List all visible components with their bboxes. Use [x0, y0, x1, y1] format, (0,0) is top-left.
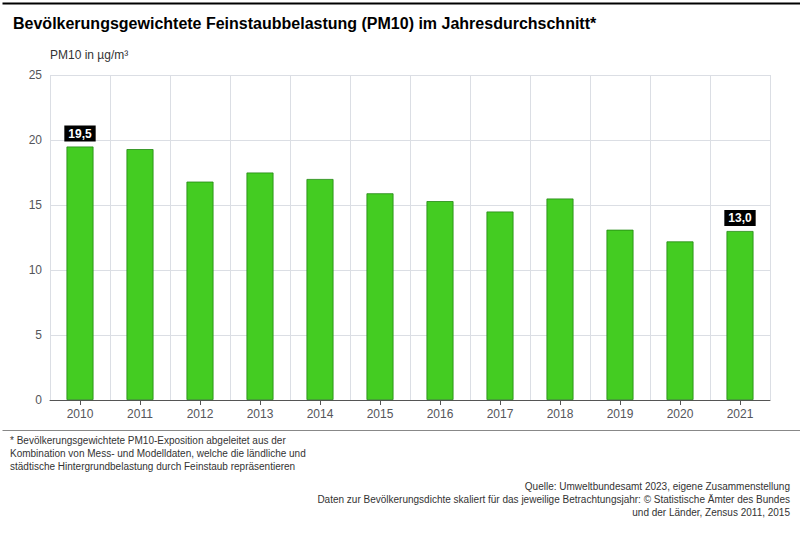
svg-text:2015: 2015 — [367, 407, 394, 421]
svg-text:0: 0 — [35, 393, 42, 407]
svg-text:19,5: 19,5 — [68, 127, 92, 141]
svg-text:städtische Hintergrundbelastun: städtische Hintergrundbelastung durch Fe… — [10, 461, 295, 472]
svg-text:PM10 in µg/m³: PM10 in µg/m³ — [50, 48, 128, 62]
svg-text:13,0: 13,0 — [728, 211, 752, 225]
svg-text:2013: 2013 — [247, 407, 274, 421]
svg-text:10: 10 — [29, 263, 43, 277]
svg-text:25: 25 — [29, 68, 43, 82]
svg-text:Daten zur Bevölkerungsdichte s: Daten zur Bevölkerungsdichte skaliert fü… — [317, 494, 790, 505]
svg-text:2019: 2019 — [607, 407, 634, 421]
svg-text:2021: 2021 — [727, 407, 754, 421]
svg-text:2014: 2014 — [307, 407, 334, 421]
svg-text:2020: 2020 — [667, 407, 694, 421]
svg-text:15: 15 — [29, 198, 43, 212]
svg-text:* Bevölkerungsgewichtete PM10-: * Bevölkerungsgewichtete PM10-Exposition… — [10, 435, 286, 446]
svg-text:Bevölkerungsgewichtete Feinsta: Bevölkerungsgewichtete Feinstaubbelastun… — [13, 15, 597, 32]
svg-text:2011: 2011 — [127, 407, 153, 421]
svg-text:Quelle: Umweltbundesamt 2023,: Quelle: Umweltbundesamt 2023, eigene Zus… — [525, 481, 790, 492]
svg-text:2016: 2016 — [427, 407, 454, 421]
svg-text:und der Länder, Zensus 2011, 2: und der Länder, Zensus 2011, 2015 — [632, 507, 790, 518]
svg-text:2018: 2018 — [547, 407, 574, 421]
svg-text:5: 5 — [35, 328, 42, 342]
svg-text:Kombination von Mess- und Mode: Kombination von Mess- und Modelldaten, w… — [10, 448, 306, 459]
svg-text:2017: 2017 — [487, 407, 514, 421]
svg-text:2010: 2010 — [67, 407, 94, 421]
svg-text:20: 20 — [29, 133, 43, 147]
svg-text:2012: 2012 — [187, 407, 214, 421]
